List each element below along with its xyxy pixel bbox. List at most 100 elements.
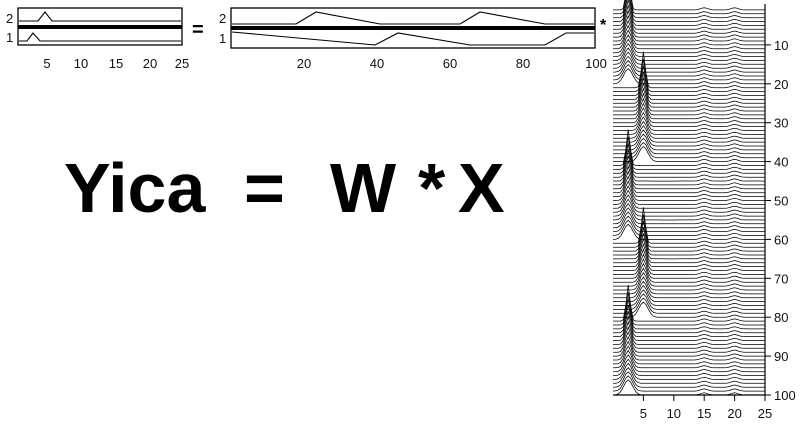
- x-x-axis: 5 10 15 20 25: [640, 395, 772, 421]
- yica-xtick-25: 25: [175, 56, 189, 71]
- x-trace-60: [612, 223, 765, 240]
- x-panel: 10 20 30 40 50 60 70 80 90 100 5 10 15 20 25: [612, 0, 796, 421]
- x-trace-87: [613, 320, 765, 345]
- x-trace-65: [613, 233, 765, 260]
- equation-times: *: [418, 149, 446, 227]
- x-trace-3: [613, 0, 765, 19]
- x-trace-47: [613, 165, 765, 190]
- x-trace-28: [613, 92, 765, 116]
- x-trace-73: [613, 271, 765, 291]
- x-trace-7: [613, 9, 765, 34]
- x-trace-20: [612, 68, 765, 85]
- x-trace-19: [612, 64, 765, 81]
- x-ytick-label-90: 90: [774, 349, 788, 364]
- x-trace-77: [613, 289, 765, 306]
- x-trace-84: [613, 305, 765, 334]
- x-trace-4: [613, 0, 765, 22]
- x-trace-14: [612, 43, 765, 61]
- x-trace-85: [613, 310, 765, 337]
- x-trace-13: [612, 38, 765, 57]
- x-trace-68: [613, 248, 765, 271]
- x-trace-72: [613, 267, 765, 287]
- x-trace-46: [613, 159, 765, 186]
- yica-x-axis: 5 10 15 20 25: [43, 56, 189, 71]
- w-row-label-2: 2: [219, 11, 226, 26]
- equation-equals: =: [244, 149, 285, 227]
- x-trace-63: [613, 221, 765, 252]
- equation-w: W: [330, 149, 396, 227]
- x-trace-17: [612, 55, 765, 73]
- x-trace-81: [613, 285, 765, 322]
- x-trace-56: [613, 207, 765, 225]
- x-trace-27: [613, 87, 765, 112]
- x-trace-48: [613, 170, 765, 194]
- x-trace-58: [612, 215, 765, 232]
- x-trace-59: [612, 219, 765, 236]
- x-trace-15: [613, 47, 765, 65]
- x-trace-39: [613, 141, 765, 159]
- x-trace-67: [613, 242, 765, 267]
- x-trace-90: [613, 335, 765, 357]
- x-trace-32: [613, 111, 765, 131]
- x-trace-34: [613, 120, 765, 139]
- x-trace-78: [613, 293, 765, 310]
- x-trace-51: [613, 185, 765, 205]
- x-y-axis: 10 20 30 40 50 60 70 80 90 100: [765, 38, 796, 403]
- yica-trace-2: [19, 11, 181, 22]
- w-xtick-20: 20: [297, 56, 311, 71]
- x-trace-79: [613, 297, 765, 314]
- x-xtick-label-15: 15: [697, 406, 711, 421]
- x-trace-41: [613, 129, 765, 166]
- w-row-label-1: 1: [219, 31, 226, 46]
- x-trace-53: [612, 194, 765, 213]
- yica-panel: 2 1 5 10 15 20 25: [6, 7, 189, 71]
- x-ytick-label-60: 60: [774, 232, 788, 247]
- x-trace-11: [613, 29, 765, 50]
- yica-row-label-2: 2: [6, 11, 13, 26]
- x-trace-83: [613, 298, 765, 330]
- x-trace-38: [613, 137, 765, 155]
- x-ytick-label-40: 40: [774, 155, 788, 170]
- equation-lhs: Yica: [64, 149, 206, 227]
- x-trace-35: [613, 125, 765, 143]
- x-trace-75: [613, 280, 765, 299]
- x-trace-12: [613, 34, 765, 54]
- x-trace-91: [613, 340, 765, 361]
- x-trace-92: [613, 345, 765, 365]
- w-trace-2: [232, 11, 594, 25]
- x-trace-96: [613, 362, 765, 380]
- x-trace-97: [612, 367, 765, 384]
- x-ytick-label-80: 80: [774, 310, 788, 325]
- yica-xtick-10: 10: [74, 56, 88, 71]
- equation: Yica = W * X: [64, 149, 505, 227]
- x-trace-62: [613, 214, 765, 248]
- x-trace-70: [613, 258, 765, 279]
- x-trace-66: [613, 237, 765, 264]
- w-xtick-80: 80: [516, 56, 530, 71]
- x-trace-61: [613, 207, 765, 244]
- x-trace-16: [613, 51, 765, 69]
- x-trace-23: [613, 65, 765, 96]
- x-trace-55: [613, 202, 765, 221]
- x-trace-45: [613, 155, 765, 182]
- panel-star-sign: *: [600, 17, 607, 34]
- x-trace-86: [613, 315, 765, 341]
- x-trace-2: [613, 0, 765, 15]
- w-x-axis: 20 40 60 80 100: [297, 56, 607, 71]
- x-trace-49: [613, 175, 765, 197]
- x-trace-44: [613, 149, 765, 178]
- x-trace-82: [613, 292, 765, 326]
- x-trace-1: [613, 0, 765, 11]
- x-trace-22: [613, 58, 765, 92]
- x-trace-18: [612, 60, 765, 77]
- x-trace-43: [613, 143, 765, 174]
- w-xtick-100: 100: [585, 56, 607, 71]
- yica-xtick-15: 15: [109, 56, 123, 71]
- x-trace-52: [613, 189, 765, 209]
- x-ytick-label-70: 70: [774, 271, 788, 286]
- x-trace-25: [613, 77, 766, 104]
- x-trace-21: [613, 51, 765, 89]
- x-xtick-label-20: 20: [727, 406, 741, 421]
- yica-xtick-20: 20: [143, 56, 157, 71]
